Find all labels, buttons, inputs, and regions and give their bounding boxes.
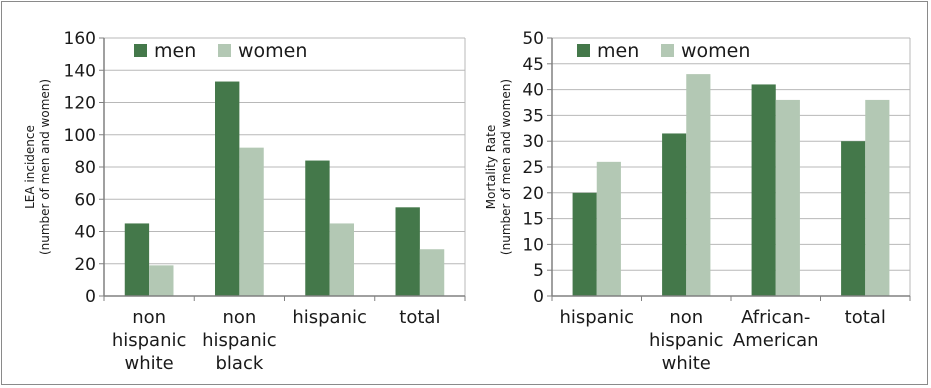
y-tick-label: 140 xyxy=(64,61,96,81)
bar-men xyxy=(662,133,687,296)
bar-women xyxy=(686,74,711,297)
y-tick-label: 30 xyxy=(522,132,544,152)
x-tick-label: total xyxy=(399,307,440,328)
x-tick-label: white xyxy=(662,353,711,374)
legend-swatch-men xyxy=(134,44,147,57)
y-tick-label: 160 xyxy=(64,29,96,49)
x-tick-label: hispanic xyxy=(202,330,277,351)
bar-men xyxy=(215,81,240,296)
y-tick-label: 0 xyxy=(533,287,544,307)
x-tick-label: hispanic xyxy=(112,330,187,351)
bar-men xyxy=(124,223,150,296)
legend-swatch-men xyxy=(577,44,590,57)
y-tick-label: 100 xyxy=(64,126,96,146)
bar-men xyxy=(572,192,597,296)
y-tick-label: 40 xyxy=(74,223,96,243)
y-tick-label: 10 xyxy=(522,235,544,255)
x-tick-label: black xyxy=(215,353,263,374)
x-tick-label: hispanic xyxy=(559,307,634,328)
y-tick-label: 15 xyxy=(522,210,544,230)
bar-women xyxy=(419,249,445,296)
legend-label-men: men xyxy=(597,40,639,62)
chart-1: 020406080100120140160nonhispanicwhitenon… xyxy=(23,29,466,374)
bar-women xyxy=(596,161,621,296)
y-tick-label: 120 xyxy=(64,94,96,114)
legend-label-women: women xyxy=(238,40,307,62)
y-tick-label: 40 xyxy=(522,81,544,101)
y-axis-label: LEA incidence xyxy=(23,125,37,209)
bar-women xyxy=(865,99,890,296)
bar-women xyxy=(239,147,264,296)
y-axis-label: Mortality Rate xyxy=(484,125,498,210)
bar-women xyxy=(329,223,354,296)
y-tick-label: 20 xyxy=(522,184,544,204)
legend-swatch-women xyxy=(661,44,674,57)
y-tick-label: 80 xyxy=(74,158,96,178)
x-tick-label: non xyxy=(222,307,256,328)
bar-women xyxy=(775,99,800,296)
x-tick-label: hispanic xyxy=(649,330,724,351)
y-tick-label: 25 xyxy=(522,158,544,178)
y-tick-label: 0 xyxy=(85,287,96,307)
y-tick-label: 5 xyxy=(533,261,544,281)
y-tick-label: 20 xyxy=(74,255,96,275)
y-tick-label: 35 xyxy=(522,106,544,126)
bar-men xyxy=(305,160,330,296)
bar-men xyxy=(751,84,776,296)
legend-label-men: men xyxy=(154,40,196,62)
y-tick-label: 60 xyxy=(74,190,96,210)
bar-men xyxy=(841,141,866,296)
y-tick-label: 50 xyxy=(522,29,544,49)
x-tick-label: total xyxy=(845,307,886,328)
legend-swatch-women xyxy=(218,44,231,57)
x-tick-label: non xyxy=(132,307,166,328)
y-axis-label: (number of men and women) xyxy=(499,79,513,255)
x-tick-label: American xyxy=(733,330,819,351)
x-tick-label: non xyxy=(669,307,703,328)
x-tick-label: African- xyxy=(741,307,810,328)
x-tick-label: white xyxy=(124,353,173,374)
bar-women xyxy=(149,265,174,296)
y-tick-label: 45 xyxy=(522,55,544,75)
bar-men xyxy=(395,207,420,296)
legend-label-women: women xyxy=(681,40,750,62)
y-axis-label: (number of men and women) xyxy=(38,79,52,255)
x-tick-label: hispanic xyxy=(292,307,367,328)
